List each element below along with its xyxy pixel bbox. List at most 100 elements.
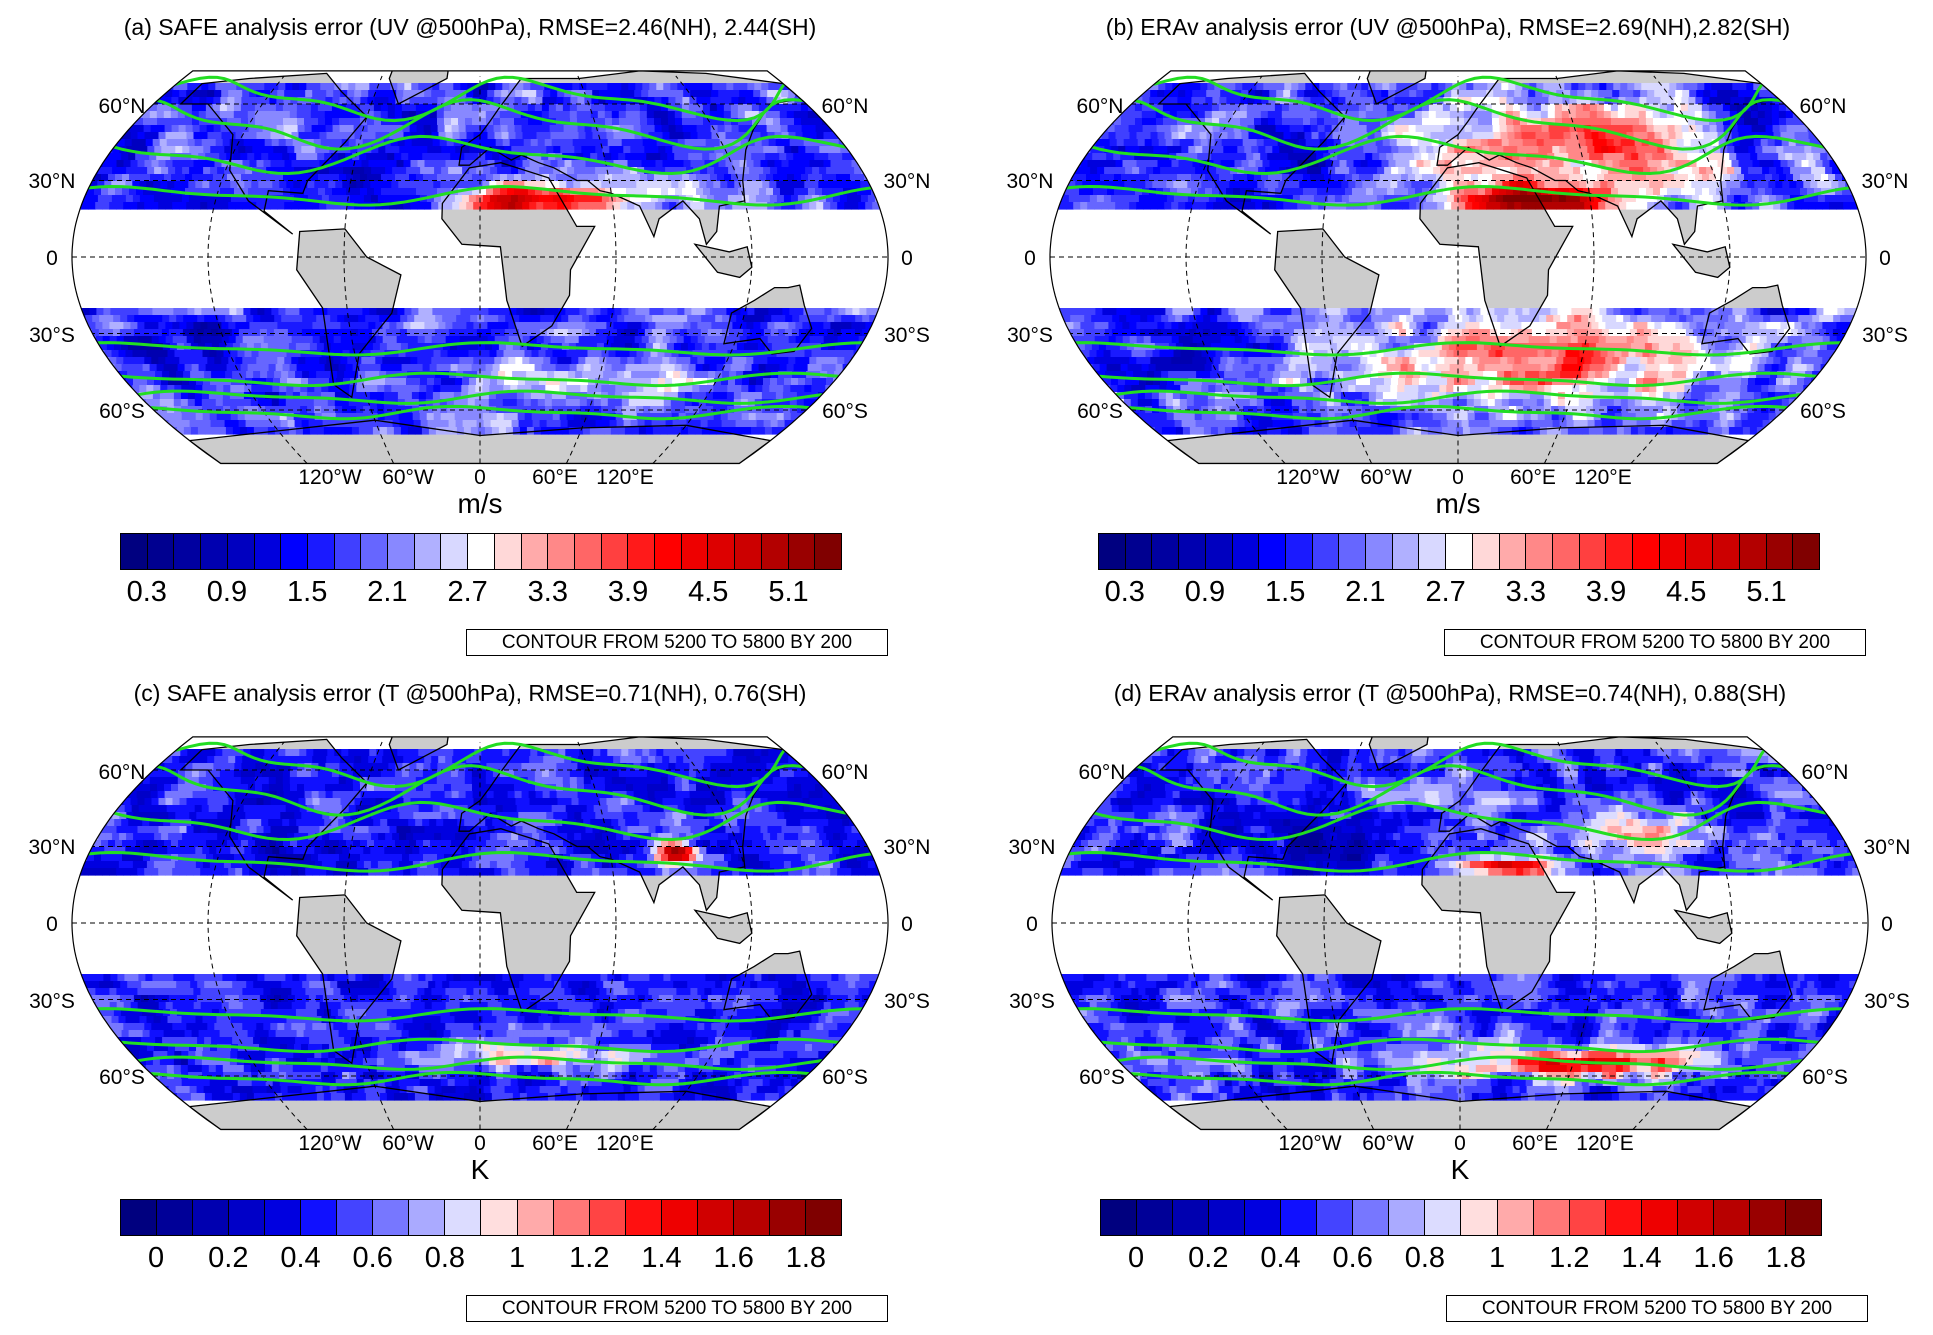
field-cell bbox=[1739, 83, 1747, 91]
field-cell bbox=[848, 343, 857, 351]
field-cell bbox=[775, 308, 783, 316]
field-cell bbox=[775, 83, 783, 91]
field-cell bbox=[387, 153, 395, 161]
field-cell bbox=[666, 343, 675, 351]
field-cell bbox=[547, 371, 555, 379]
field-cell bbox=[331, 104, 340, 112]
field-cell bbox=[298, 90, 306, 98]
field-cell bbox=[1296, 125, 1305, 133]
field-cell bbox=[141, 343, 150, 351]
field-cell bbox=[251, 413, 260, 421]
field-cell bbox=[1605, 132, 1614, 140]
field-cell bbox=[789, 139, 798, 147]
field-cell bbox=[201, 83, 209, 91]
field-cell bbox=[433, 385, 441, 393]
field-cell bbox=[639, 153, 647, 161]
field-cell bbox=[393, 343, 402, 351]
field-cell bbox=[1773, 132, 1782, 140]
field-cell bbox=[777, 146, 785, 154]
field-cell bbox=[296, 104, 305, 112]
field-cell bbox=[1331, 118, 1339, 126]
field-cell bbox=[660, 104, 669, 112]
field-cell bbox=[792, 343, 801, 351]
field-cell bbox=[130, 160, 139, 168]
field-cell bbox=[775, 139, 784, 147]
field-cell bbox=[181, 385, 189, 393]
field-cell bbox=[416, 125, 425, 133]
field-cell bbox=[1778, 153, 1786, 161]
field-cell bbox=[529, 357, 537, 365]
field-cell bbox=[152, 139, 161, 147]
field-cell bbox=[255, 188, 263, 196]
field-cell bbox=[491, 315, 499, 323]
field-cell bbox=[803, 399, 812, 407]
field-cell bbox=[720, 413, 729, 421]
field-cell bbox=[618, 364, 627, 372]
field-cell bbox=[627, 202, 635, 210]
field-cell bbox=[371, 420, 380, 428]
field-cell bbox=[1134, 153, 1142, 161]
field-cell bbox=[1157, 90, 1165, 98]
field-cell bbox=[746, 357, 754, 365]
field-cell bbox=[254, 104, 263, 112]
field-cell bbox=[450, 364, 459, 372]
field-cell bbox=[423, 125, 432, 133]
field-cell bbox=[1400, 153, 1408, 161]
field-cell bbox=[518, 420, 527, 428]
field-cell bbox=[1233, 125, 1242, 133]
field-cell bbox=[373, 364, 382, 372]
field-cell bbox=[386, 343, 395, 351]
field-cell bbox=[797, 181, 805, 189]
field-cell bbox=[1715, 111, 1724, 119]
field-cell bbox=[556, 174, 564, 182]
field-cell bbox=[534, 104, 543, 112]
field-cell bbox=[575, 371, 583, 379]
field-cell bbox=[665, 378, 673, 386]
field-cell bbox=[616, 167, 624, 175]
field-cell bbox=[609, 167, 617, 175]
field-cell bbox=[700, 420, 709, 428]
field-cell bbox=[444, 97, 452, 105]
field-cell bbox=[559, 195, 568, 203]
field-cell bbox=[557, 336, 566, 344]
field-cell bbox=[650, 181, 658, 189]
field-cell bbox=[473, 336, 482, 344]
field-cell bbox=[777, 378, 785, 386]
field-cell bbox=[1379, 104, 1388, 112]
field-cell bbox=[1668, 90, 1676, 98]
field-cell bbox=[537, 399, 546, 407]
field-cell bbox=[547, 315, 555, 323]
field-cell bbox=[669, 336, 678, 344]
field-cell bbox=[284, 160, 293, 168]
field-cell bbox=[689, 125, 698, 133]
field-cell bbox=[357, 167, 365, 175]
field-cell bbox=[784, 329, 793, 337]
field-cell bbox=[355, 83, 363, 91]
field-cell bbox=[1261, 118, 1269, 126]
field-cell bbox=[783, 195, 792, 203]
field-cell bbox=[234, 125, 243, 133]
field-cell bbox=[264, 399, 273, 407]
field-cell bbox=[1618, 125, 1627, 133]
field-cell bbox=[823, 202, 831, 210]
field-cell bbox=[374, 125, 383, 133]
colorbar-tick-label: 0.9 bbox=[206, 576, 248, 608]
field-cell bbox=[523, 308, 531, 316]
field-cell bbox=[680, 371, 688, 379]
field-cell bbox=[502, 308, 510, 316]
field-cell bbox=[1464, 125, 1473, 133]
field-cell bbox=[824, 392, 833, 400]
field-cell bbox=[171, 174, 179, 182]
field-cell bbox=[684, 83, 692, 91]
field-cell bbox=[337, 343, 346, 351]
field-cell bbox=[328, 195, 337, 203]
field-cell bbox=[419, 385, 427, 393]
field-cell bbox=[1520, 125, 1529, 133]
field-cell bbox=[260, 371, 268, 379]
field-cell bbox=[176, 315, 184, 323]
field-cell bbox=[287, 167, 295, 175]
field-cell bbox=[469, 167, 477, 175]
field-cell bbox=[397, 392, 406, 400]
field-cell bbox=[1199, 90, 1207, 98]
